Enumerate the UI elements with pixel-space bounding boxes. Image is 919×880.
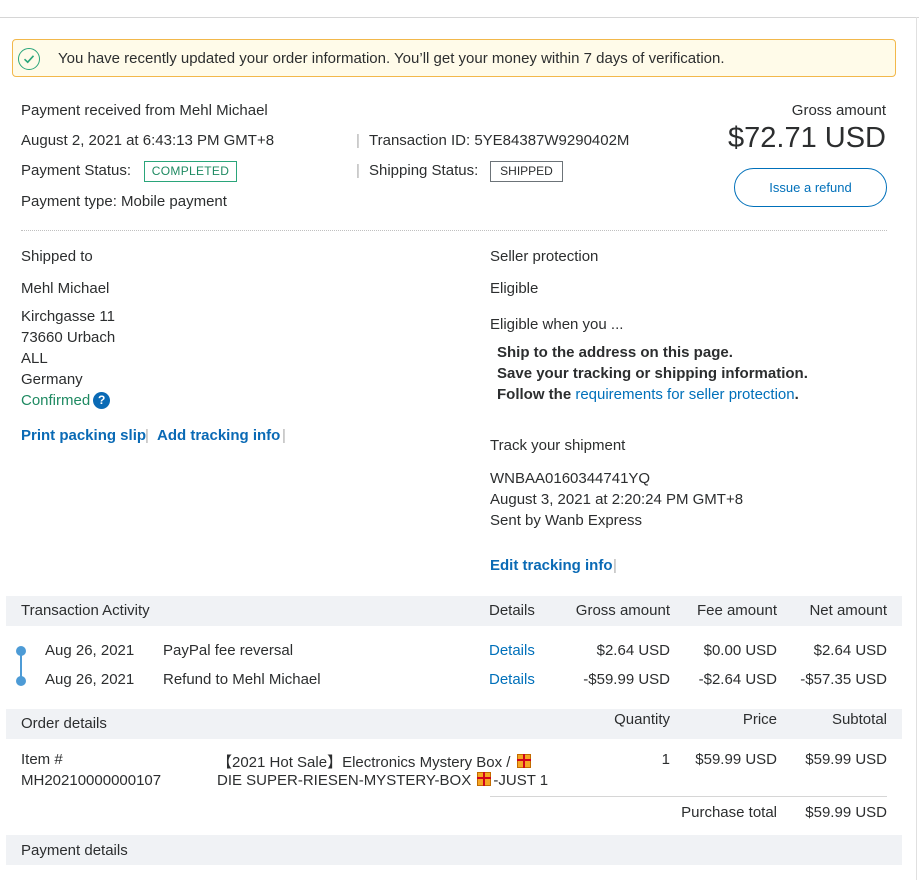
timeline-dot — [16, 676, 26, 686]
edit-tracking-info-link[interactable]: Edit tracking info — [490, 557, 613, 574]
transaction-activity-title: Transaction Activity — [21, 602, 150, 619]
column-header-net: Net amount — [809, 602, 887, 619]
requirement-item: Follow the requirements for seller prote… — [497, 386, 799, 403]
subtotal-divider — [490, 796, 887, 797]
separator: | — [356, 162, 360, 179]
shipped-to-heading: Shipped to — [21, 248, 93, 265]
top-divider — [0, 17, 919, 18]
issue-refund-button[interactable]: Issue a refund — [734, 168, 887, 207]
transaction-activity-header — [6, 596, 902, 626]
timeline-dot — [16, 646, 26, 656]
section-divider — [21, 230, 887, 231]
requirement-suffix: . — [794, 386, 799, 403]
gift-icon — [477, 772, 492, 786]
requirement-prefix: Follow the — [497, 386, 576, 403]
shipping-status-badge: SHIPPED — [490, 161, 563, 182]
purchase-total-value: $59.99 USD — [805, 804, 887, 821]
address-line: Kirchgasse 11 — [21, 308, 115, 325]
transaction-id: Transaction ID: 5YE84387W9290402M — [369, 132, 630, 149]
right-divider — [916, 17, 917, 880]
separator: | — [613, 557, 617, 574]
activity-description: PayPal fee reversal — [163, 642, 294, 659]
address-line: Germany — [21, 371, 83, 388]
order-details-header — [6, 709, 902, 739]
transaction-date: August 2, 2021 at 6:43:13 PM GMT+8 — [21, 132, 275, 149]
recipient-name: Mehl Michael — [21, 280, 110, 297]
item-description-line: DIE SUPER-RIESEN-MYSTERY-BOX -JUST 1 — [217, 772, 548, 789]
address-line: 73660 Urbach — [21, 329, 116, 346]
column-header-details: Details — [489, 602, 535, 619]
help-icon[interactable]: ? — [93, 392, 111, 409]
activity-date: Aug 26, 2021 — [45, 642, 135, 659]
item-description-text: -JUST 1 — [493, 772, 549, 789]
item-subtotal: $59.99 USD — [805, 751, 887, 768]
requirement-item: Save your tracking or shipping informati… — [497, 365, 808, 382]
checkmark-circle-icon — [18, 48, 40, 70]
item-number-label: Item # — [21, 751, 63, 768]
eligible-when-text: Eligible when you ... — [490, 316, 624, 333]
activity-gross: -$59.99 USD — [583, 671, 670, 688]
tracking-number: WNBAA0160344741YQ — [490, 470, 651, 487]
activity-date: Aug 26, 2021 — [45, 671, 135, 688]
item-quantity: 1 — [661, 751, 670, 768]
column-header-subtotal: Subtotal — [831, 711, 887, 728]
purchase-total-label: Purchase total — [681, 804, 777, 821]
activity-details-link[interactable]: Details — [489, 671, 535, 688]
activity-fee: -$2.64 USD — [698, 671, 777, 688]
seller-protection-requirements-link[interactable]: requirements for seller protection — [575, 386, 795, 403]
item-price: $59.99 USD — [695, 751, 777, 768]
separator: | — [282, 427, 286, 444]
item-description-text: 【2021 Hot Sale】Electronics Mystery Box / — [217, 754, 511, 771]
payment-details-header — [6, 835, 902, 865]
column-header-gross: Gross amount — [575, 602, 670, 619]
activity-fee: $0.00 USD — [703, 642, 777, 659]
activity-net: $2.64 USD — [813, 642, 887, 659]
activity-details-link[interactable]: Details — [489, 642, 535, 659]
alert-message: You have recently updated your order inf… — [58, 50, 725, 67]
separator: | — [145, 427, 149, 444]
address-confirmed-status: Confirmed? — [21, 392, 111, 409]
item-number: MH20210000000107 — [21, 772, 162, 789]
activity-gross: $2.64 USD — [596, 642, 670, 659]
gross-amount-value: $72.71 USD — [728, 122, 886, 154]
gift-icon — [516, 754, 531, 768]
activity-description: Refund to Mehl Michael — [163, 671, 321, 688]
payment-received-from: Payment received from Mehl Michael — [21, 102, 268, 119]
info-alert-banner: You have recently updated your order inf… — [12, 39, 896, 77]
activity-net: -$57.35 USD — [800, 671, 887, 688]
seller-protection-heading: Seller protection — [490, 248, 599, 265]
gross-amount-label: Gross amount — [791, 102, 886, 119]
item-description-text: DIE SUPER-RIESEN-MYSTERY-BOX — [217, 772, 472, 789]
track-shipment-heading: Track your shipment — [490, 437, 626, 454]
payment-type: Payment type: Mobile payment — [21, 193, 227, 210]
seller-protection-status: Eligible — [490, 280, 539, 297]
tracking-date: August 3, 2021 at 2:20:24 PM GMT+8 — [490, 491, 744, 508]
tracking-carrier: Sent by Wanb Express — [490, 512, 643, 529]
requirement-item: Ship to the address on this page. — [497, 344, 733, 361]
column-header-quantity: Quantity — [614, 711, 670, 728]
payment-status-label: Payment Status: — [21, 162, 132, 179]
item-description-line: 【2021 Hot Sale】Electronics Mystery Box / — [217, 751, 533, 772]
column-header-fee: Fee amount — [696, 602, 777, 619]
payment-details-title: Payment details — [21, 842, 128, 859]
column-header-price: Price — [742, 711, 777, 728]
separator: | — [356, 132, 360, 149]
address-line: ALL — [21, 350, 48, 367]
shipping-status-label: Shipping Status: — [369, 162, 479, 179]
transaction-card — [6, 89, 902, 877]
payment-status-badge: COMPLETED — [144, 161, 237, 182]
activity-timeline-line — [20, 650, 22, 682]
print-packing-slip-link[interactable]: Print packing slip — [21, 427, 147, 444]
confirmed-label: Confirmed — [21, 392, 91, 409]
order-details-title: Order details — [21, 715, 107, 732]
add-tracking-info-link[interactable]: Add tracking info — [157, 427, 281, 444]
